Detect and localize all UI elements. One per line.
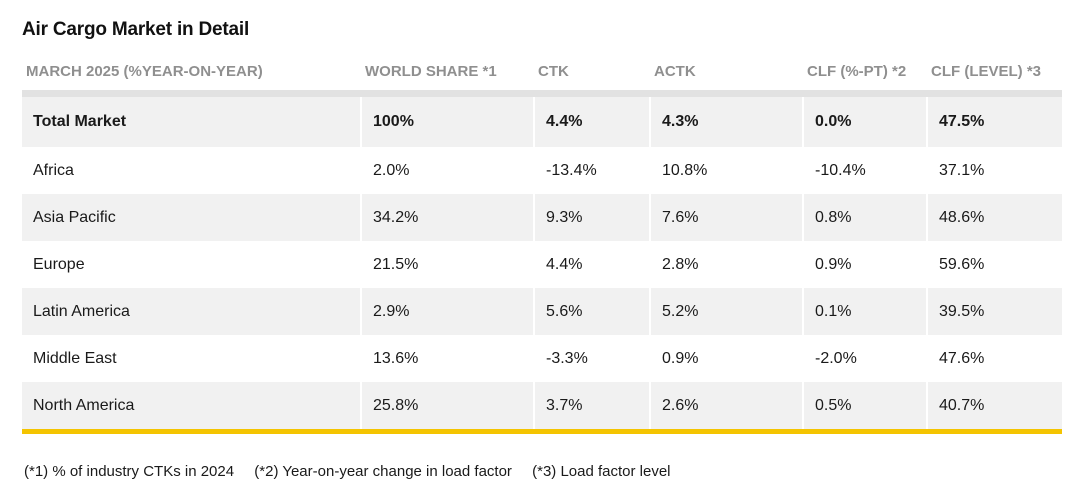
table-cell: 0.5%: [802, 382, 927, 434]
table-cell: 0.0%: [802, 93, 927, 147]
table-cell: -13.4%: [533, 147, 650, 194]
table-cell: Africa: [33, 161, 74, 179]
table-cell: 7.6%: [649, 194, 803, 241]
table-header-row: MARCH 2025 (%YEAR-ON-YEAR) WORLD SHARE *…: [22, 52, 1062, 97]
table-cell: 4.4%: [533, 241, 650, 288]
table-cell: 25.8%: [360, 382, 534, 434]
table-cell: 0.8%: [802, 194, 927, 241]
table-row-africa: Africa 2.0% -13.4% 10.8% -10.4% 37.1%: [22, 147, 1062, 194]
footnotes: (*1) % of industry CTKs in 2024 (*2) Yea…: [24, 463, 687, 480]
column-header-region: MARCH 2025 (%YEAR-ON-YEAR): [22, 52, 361, 97]
footnote-1: (*1) % of industry CTKs in 2024: [24, 463, 235, 480]
table-cell: 5.2%: [649, 288, 803, 335]
table-cell: 47.6%: [926, 335, 1062, 382]
table-row-europe: Europe 21.5% 4.4% 2.8% 0.9% 59.6%: [22, 241, 1062, 288]
table-cell: 4.3%: [649, 93, 803, 147]
table-cell: 2.9%: [360, 288, 534, 335]
table-cell: 48.6%: [926, 194, 1062, 241]
table-cell: -3.3%: [533, 335, 650, 382]
table-cell: 0.1%: [802, 288, 927, 335]
table-cell: 9.3%: [533, 194, 650, 241]
table-row-north-america: North America 25.8% 3.7% 2.6% 0.5% 40.7%: [22, 382, 1062, 434]
table-cell: 0.9%: [802, 241, 927, 288]
footnote-2: (*2) Year-on-year change in load factor: [254, 463, 512, 480]
column-header-clf-level: CLF (LEVEL) *3: [927, 52, 1062, 97]
table-cell: Europe: [33, 255, 85, 273]
table-cell: 2.6%: [649, 382, 803, 434]
column-header-world-share: WORLD SHARE *1: [361, 52, 534, 97]
column-header-actk: ACTK: [650, 52, 803, 97]
column-header-clf-pt: CLF (%-PT) *2: [803, 52, 927, 97]
table-row-latin-america: Latin America 2.9% 5.6% 5.2% 0.1% 39.5%: [22, 288, 1062, 335]
table-cell: 5.6%: [533, 288, 650, 335]
table-cell: 10.8%: [649, 147, 803, 194]
table-cell: 59.6%: [926, 241, 1062, 288]
table-cell: North America: [22, 382, 361, 434]
table-cell: 37.1%: [926, 147, 1062, 194]
table-row-asia-pacific: Asia Pacific 34.2% 9.3% 7.6% 0.8% 48.6%: [22, 194, 1062, 241]
page-title: Air Cargo Market in Detail: [22, 19, 250, 40]
table-cell: 47.5%: [926, 93, 1062, 147]
table-cell: Asia Pacific: [22, 194, 361, 241]
table-cell: Latin America: [22, 288, 361, 335]
air-cargo-market-table: MARCH 2025 (%YEAR-ON-YEAR) WORLD SHARE *…: [22, 52, 1062, 434]
table-cell: -10.4%: [802, 147, 927, 194]
table-cell: 39.5%: [926, 288, 1062, 335]
table-cell: 100%: [360, 93, 534, 147]
table-cell: 34.2%: [360, 194, 534, 241]
table-cell: 3.7%: [533, 382, 650, 434]
table-cell: 21.5%: [360, 241, 534, 288]
table-cell: -2.0%: [802, 335, 927, 382]
table-row-total-market: Total Market 100% 4.4% 4.3% 0.0% 47.5%: [22, 93, 1062, 147]
footnote-3: (*3) Load factor level: [532, 463, 671, 480]
table-row-middle-east: Middle East 13.6% -3.3% 0.9% -2.0% 47.6%: [22, 335, 1062, 382]
table-cell: 13.6%: [360, 335, 534, 382]
table-cell: Middle East: [33, 349, 117, 367]
table-cell: 2.8%: [649, 241, 803, 288]
table-cell: 2.0%: [360, 147, 534, 194]
table-cell: 0.9%: [649, 335, 803, 382]
table-cell: 4.4%: [533, 93, 650, 147]
column-header-ctk: CTK: [534, 52, 650, 97]
table-cell: Total Market: [22, 93, 361, 147]
table-cell: 40.7%: [926, 382, 1062, 434]
